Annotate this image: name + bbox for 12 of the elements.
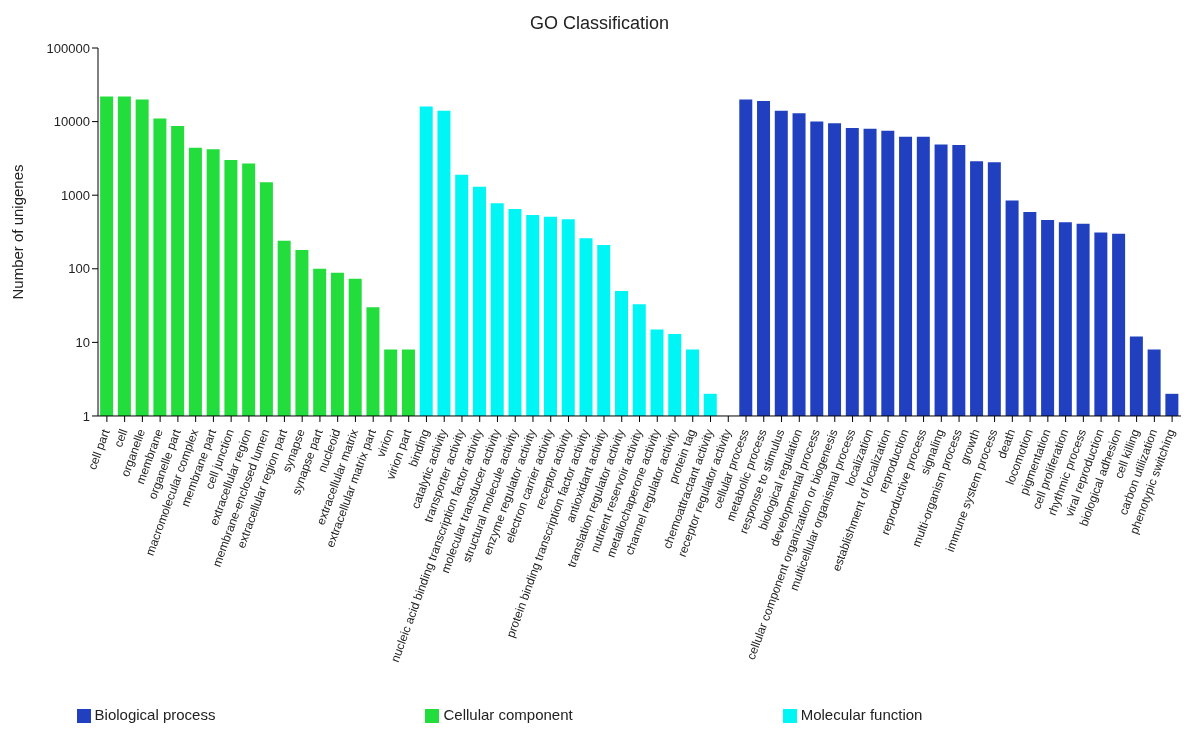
y-tick-label: 100: [68, 261, 90, 277]
legend-label: Cellular component: [443, 705, 573, 723]
y-tick-label: 10: [75, 334, 90, 350]
y-tick-label: 100000: [46, 40, 90, 56]
y-axis-title: Number of unigenes: [9, 164, 27, 300]
chart-title: GO Classification: [528, 12, 670, 35]
x-tick-label: cell part: [85, 426, 113, 472]
legend-label: Biological process: [94, 705, 216, 723]
y-tick-label: 1000: [61, 187, 90, 203]
y-tick-label: 1: [82, 408, 90, 424]
y-tick-label: 10000: [53, 114, 90, 130]
legend-label: Molecular function: [800, 705, 923, 723]
